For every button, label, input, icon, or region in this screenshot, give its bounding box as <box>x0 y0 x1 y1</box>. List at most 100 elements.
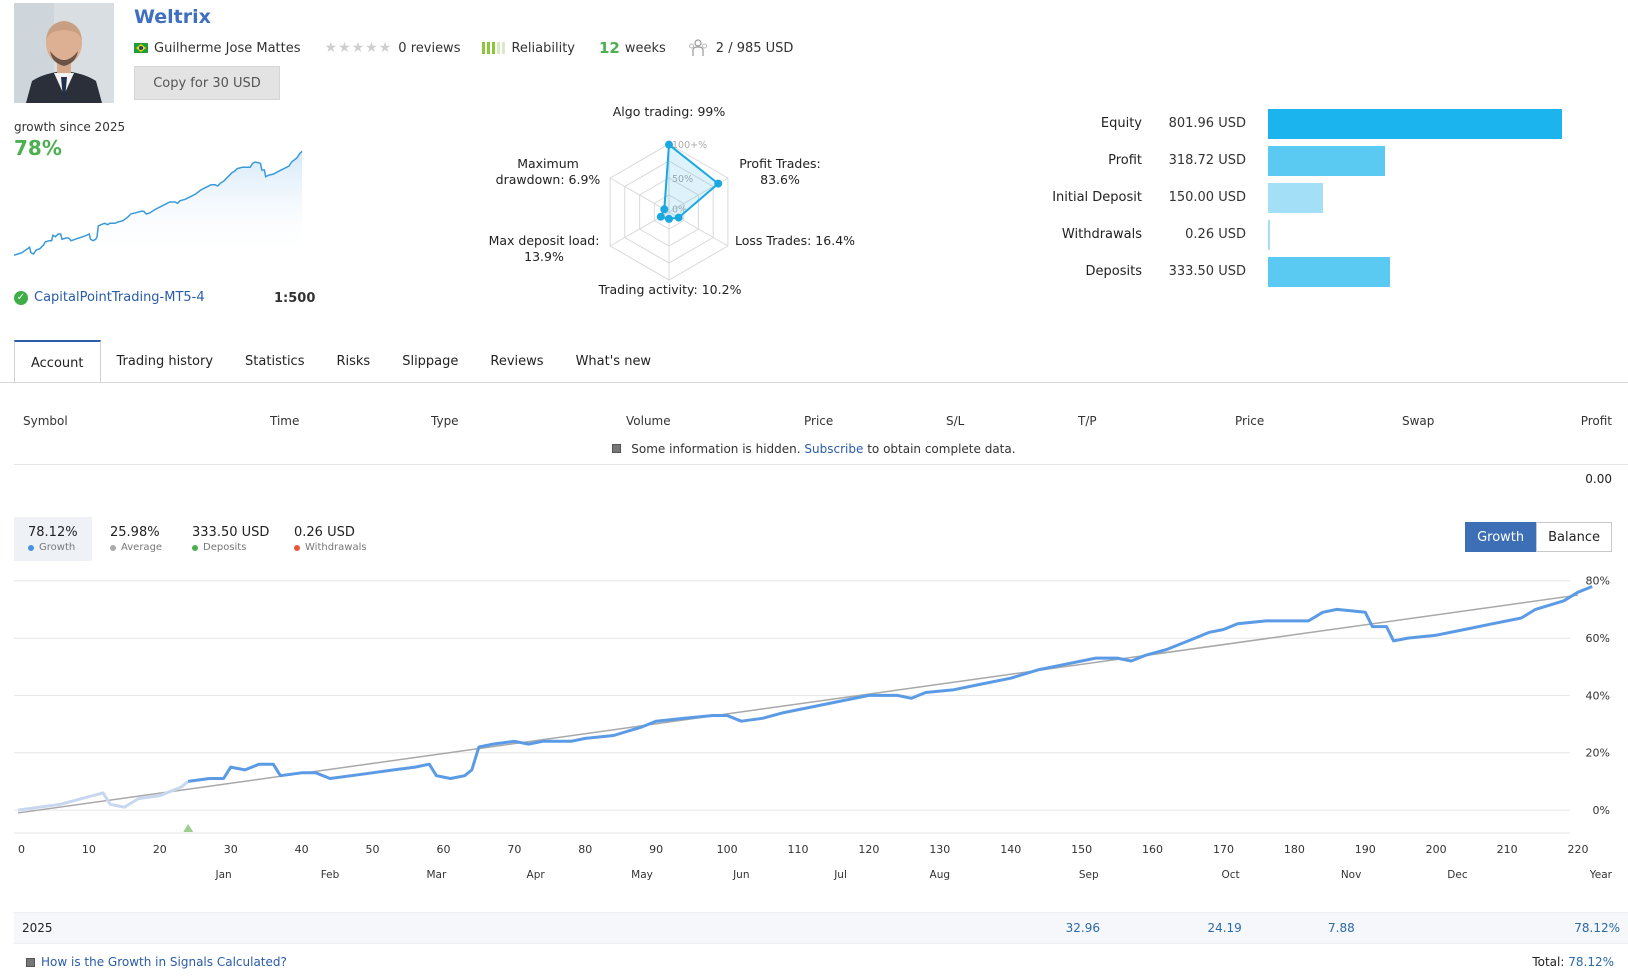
x-tick-label: 150 <box>1071 843 1092 856</box>
radar-axis-label-line: drawdown: 6.9% <box>495 172 601 187</box>
year-month-growth: 7.88 <box>1328 921 1355 935</box>
x-tick-label: 130 <box>929 843 950 856</box>
x-tick-label: 140 <box>1000 843 1021 856</box>
x-tick-label: 200 <box>1426 843 1447 856</box>
balance-bar <box>1268 183 1323 213</box>
stat-withdrawals[interactable]: 0.26 USD Withdrawals <box>280 517 381 561</box>
x-tick-label: 30 <box>224 843 238 856</box>
help-square-icon <box>26 957 35 967</box>
reliability-label: Reliability <box>511 40 575 56</box>
radar-tick-label: 50% <box>672 174 693 185</box>
copy-signal-button[interactable]: Copy for 30 USD <box>134 66 280 100</box>
verified-check-icon: ✓ <box>14 290 28 305</box>
broker-info: ✓ CapitalPointTrading-MT5-4 <box>14 290 205 305</box>
column-header: Price <box>804 414 834 428</box>
balance-bar <box>1268 257 1391 287</box>
author-name[interactable]: Guilherme Jose Mattes <box>154 40 301 56</box>
x-tick-label: 0 <box>18 843 25 856</box>
table-divider <box>14 464 1628 465</box>
tab-statistics[interactable]: Statistics <box>245 354 305 369</box>
subscribers-count: 2 / 985 USD <box>715 40 794 56</box>
growth-chart: 0% 20% 40% 60% 80% 0 10 20 30 40 50 60 70 80 90 100 110 1… <box>14 575 1613 881</box>
balance-bar <box>1268 109 1562 139</box>
radar-axis-label-line: 13.9% <box>524 249 564 264</box>
y-tick-label: 40% <box>1586 689 1610 702</box>
x-tick-label: 190 <box>1355 843 1376 856</box>
signal-meta-row: Guilherme Jose Mattes ★★★★★ 0 reviews Re… <box>134 38 793 58</box>
y-tick-label: 60% <box>1586 632 1610 645</box>
tab-trading-history[interactable]: Trading history <box>116 354 214 369</box>
stat-label: Average <box>121 542 163 553</box>
tab-slippage[interactable]: Slippage <box>402 354 459 369</box>
tab-risks[interactable]: Risks <box>336 354 371 369</box>
year-month-growth: 32.96 <box>1065 921 1100 935</box>
x-tick-label: 70 <box>507 843 521 856</box>
stat-growth[interactable]: 78.12% Growth <box>14 517 92 561</box>
radar-axis-label-line: 83.6% <box>760 172 800 187</box>
stat-value: 25.98% <box>110 525 160 540</box>
growth-series-line-early <box>17 780 190 812</box>
radar-axis-label-line: Trading activity: 10.2% <box>598 282 742 297</box>
growth-calc-link[interactable]: How is the Growth in Signals Calculated? <box>41 955 287 969</box>
radar-axis-label-line: Loss Trades: 16.4% <box>735 233 856 248</box>
radar-axis-label: Loss Trades: 16.4% <box>735 233 865 249</box>
tab-reviews[interactable]: Reviews <box>490 354 544 369</box>
stat-deposits[interactable]: 333.50 USD Deposits <box>178 517 283 561</box>
stat-legend: Withdrawals <box>294 542 367 553</box>
month-label: Mar <box>426 869 446 881</box>
broker-server-link[interactable]: CapitalPointTrading-MT5-4 <box>34 290 205 305</box>
year-label: 2025 <box>22 921 53 935</box>
balance-value: 333.50 USD <box>1168 264 1246 279</box>
balance-value: 318.72 USD <box>1168 153 1246 168</box>
x-tick-label: 180 <box>1284 843 1305 856</box>
legend-dot-icon <box>294 544 300 551</box>
stat-label: Withdrawals <box>305 542 367 553</box>
growth-toggle-button[interactable]: Growth <box>1465 522 1537 552</box>
balance-row: Initial Deposit 150.00 USD <box>1012 183 1628 213</box>
month-label: Apr <box>527 869 546 881</box>
month-label: Feb <box>321 869 340 881</box>
deposit-marker-icon[interactable] <box>183 824 194 832</box>
footer-total-value: 78.12% <box>1568 955 1614 969</box>
balance-bar <box>1268 146 1385 176</box>
legend-dot-icon <box>110 544 116 551</box>
subscribe-link[interactable]: Subscribe <box>804 442 864 456</box>
radar-chart: 100+% 50% 0% Algo trading: 99% Profit Trade… <box>489 104 870 306</box>
balance-value: 801.96 USD <box>1168 116 1246 131</box>
year-axis-label: Year <box>1589 869 1613 881</box>
stat-average[interactable]: 25.98% Average <box>96 517 176 561</box>
table-total-profit: 0.00 <box>1585 472 1612 486</box>
radar-spoke <box>609 177 670 213</box>
x-tick-label: 80 <box>578 843 592 856</box>
mini-growth-line <box>14 150 303 257</box>
balance-toggle-button[interactable]: Balance <box>1536 522 1612 552</box>
x-tick-label: 220 <box>1568 843 1589 856</box>
stat-value: 333.50 USD <box>192 525 270 540</box>
author-avatar[interactable] <box>14 3 114 103</box>
stat-label: Deposits <box>203 542 247 553</box>
reviews-count[interactable]: 0 reviews <box>398 40 461 56</box>
column-header: Swap <box>1402 414 1435 428</box>
tab-account[interactable]: Account <box>14 340 101 383</box>
month-label: Sep <box>1079 869 1099 881</box>
brazil-flag-icon <box>134 43 148 53</box>
signal-title[interactable]: Weltrix <box>134 6 211 28</box>
signal-tabs: Account Trading history Statistics Risks Sli… <box>14 340 667 383</box>
balance-row: Equity 801.96 USD <box>1012 109 1628 139</box>
tab-what-s-new[interactable]: What's new <box>575 354 652 369</box>
column-header: S/L <box>946 414 965 428</box>
radar-value-point <box>714 179 723 188</box>
stat-label: Growth <box>39 542 76 553</box>
x-tick-label: 170 <box>1213 843 1234 856</box>
growth-calc-help[interactable]: How is the Growth in Signals Calculated? <box>26 955 287 969</box>
balance-label: Withdrawals <box>1061 227 1142 242</box>
growth-value: 78% <box>14 136 62 160</box>
info-square-icon <box>612 444 622 453</box>
radar-value-point <box>660 205 669 214</box>
radar-tick-label: 100+% <box>672 140 707 151</box>
month-label: Dec <box>1447 869 1468 881</box>
radar-axis-label-line: Profit Trades: <box>739 156 821 171</box>
balance-bar <box>1268 220 1270 250</box>
radar-axis-label: Algo trading: 99% <box>608 104 730 120</box>
stat-value: 0.26 USD <box>294 525 355 540</box>
